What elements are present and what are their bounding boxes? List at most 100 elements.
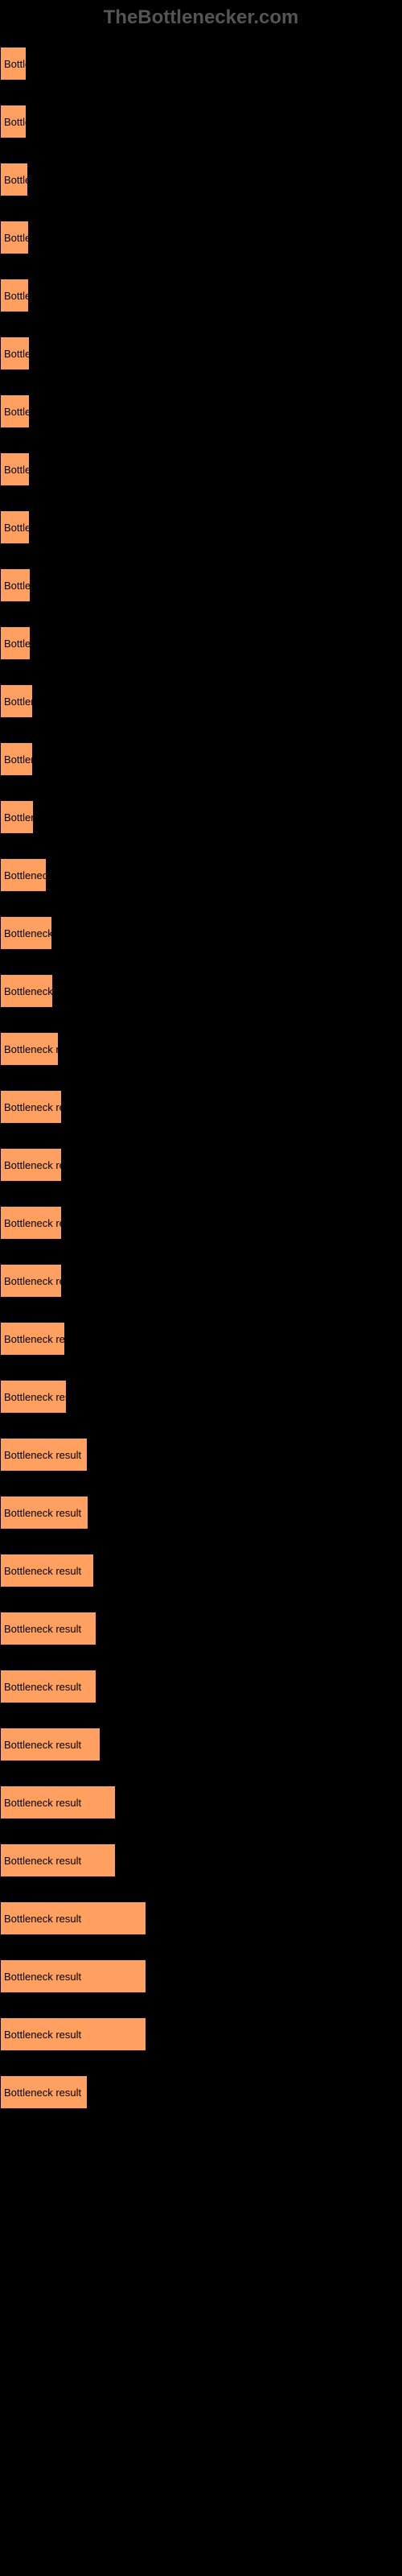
bar-track: Bottleneck result9.3 (0, 684, 386, 718)
row-label: Bottleneck result of Intel Core i9-14900… (0, 1481, 386, 1492)
bar: Bottleneck result (0, 1728, 100, 1761)
row-label: Bottleneck result of Intel Core i9-14900… (0, 496, 386, 507)
bar-track: Bottleneck result 8.1 (0, 221, 386, 254)
value-label: 14.7 (57, 927, 77, 939)
bar-track: Bottleneck result8.3 (0, 394, 386, 428)
bar: Bottleneck result (0, 568, 31, 602)
bar-inner-text: Bottleneck result (1, 464, 29, 476)
bar-track: Bottleneck result14.7 (0, 916, 386, 950)
bar-track: Bottleneck result28.3 (0, 1728, 386, 1761)
bar-track: Bottleneck result24.7 (0, 2075, 386, 2109)
value-label: 9.3 (38, 753, 52, 766)
bar: Bottleneck result (0, 1438, 88, 1472)
row-label: Bottleneck result of Intel Core i9-14900… (0, 1365, 386, 1377)
bar-inner-text: Bottleneck result (1, 1565, 84, 1577)
chart-row: Bottleneck result of Intel Core i9-14900… (0, 786, 386, 834)
bar: Bottleneck result (0, 974, 53, 1008)
row-label: Bottleneck result of Intel Core i9-14900… (0, 264, 386, 275)
chart-row: Bottleneck result of Intel Core i9-14900… (0, 1365, 386, 1414)
bar: Bottleneck result (0, 221, 29, 254)
chart-row: Bottleneck result of Intel Core i9-14900… (0, 670, 386, 718)
bar-inner-text: Bottleneck result (1, 1623, 84, 1635)
row-label: Bottleneck result of Intel Core i9-14900… (0, 1829, 386, 1840)
bar: Bottleneck result (0, 1090, 62, 1124)
chart-container: Bottleneck result of Intel Core i9-14900… (0, 32, 386, 2109)
bar: Bottleneck result (0, 1554, 94, 1587)
bar-inner-text: Bottleneck result (1, 406, 29, 418)
value-label: 18.5 (70, 1333, 90, 1345)
bar-inner-text: Bottleneck result (1, 58, 26, 70)
chart-row: Bottleneck result of Intel Core i9-14900… (0, 1075, 386, 1124)
chart-row: Bottleneck result of Intel Core i9-14900… (0, 1539, 386, 1587)
chart-row: Bottleneck result of Intel Core i9-14900… (0, 728, 386, 776)
bar-inner-text: Bottleneck result (1, 2029, 84, 2041)
row-label: Bottleneck result of Intel Core i9-14900… (0, 1713, 386, 1724)
row-label: Bottleneck result of Intel Core i9-14900… (0, 1191, 386, 1203)
chart-row: Bottleneck result of Intel Core i9-14900… (0, 1307, 386, 1356)
bar-inner-text: Bottleneck result (1, 580, 30, 592)
bar-track: Bottleneck result41.4 (0, 1959, 386, 1993)
bar-track: Bottleneck result 18.5 (0, 1322, 386, 1356)
row-label: Bottleneck result of Intel Core i9-14900… (0, 2003, 386, 2014)
value-label: 41.4 (151, 1971, 171, 1983)
bar-track: Bottleneck result 8.2 (0, 279, 386, 312)
chart-row: Bottleneck result of Intel Core i9-14900… (0, 1423, 386, 1472)
bar: Bottleneck result (0, 394, 30, 428)
chart-row: Bottleneck result of Intel Core i9-14900… (0, 1945, 386, 1993)
bar-inner-text: Bottleneck result (1, 1217, 61, 1229)
chart-row: Bottleneck result of Intel Core i9-14900… (0, 2061, 386, 2109)
bar: Bottleneck result (0, 1843, 116, 1877)
bar-inner-text: Bottleneck result (1, 1797, 84, 1809)
value-label: 8 (33, 174, 39, 186)
bar-track: Bottleneck result26.6 (0, 1554, 386, 1587)
value-label: 17.4 (67, 1101, 87, 1113)
row-label: Bottleneck result of Intel Core i9-14900… (0, 1018, 386, 1029)
chart-row: Bottleneck result of Intel Core i9-14900… (0, 1887, 386, 1935)
row-label: Bottleneck result of Intel Core i9-14900… (0, 148, 386, 159)
value-label: 8.1 (34, 232, 48, 244)
bar-inner-text: Bottleneck result (1, 1739, 84, 1751)
bar: Bottleneck result (0, 684, 33, 718)
bar-track: Bottleneck result32.7 (0, 1785, 386, 1819)
row-label: Bottleneck result of Intel Core i9-14900… (0, 1133, 386, 1145)
bar: Bottleneck result (0, 510, 30, 544)
value-label: 7.4 (31, 58, 46, 70)
bar: Bottleneck result (0, 1496, 88, 1530)
value-label: 24.9 (93, 1507, 113, 1519)
bar-inner-text: Bottleneck result (1, 869, 46, 881)
bar-track: Bottleneck result7.6 (0, 105, 386, 138)
value-label: 13.2 (51, 869, 72, 881)
bar-inner-text: Bottleneck result (1, 1275, 61, 1287)
value-label: 16.6 (64, 1043, 84, 1055)
value-label: 32.7 (121, 1855, 141, 1867)
chart-row: Bottleneck result of Intel Core i9-14900… (0, 264, 386, 312)
bar-inner-text: Bottleneck result (1, 1391, 66, 1403)
bar-inner-text: Bottleneck result (1, 348, 29, 360)
chart-row: Bottleneck result of Intel Core i9-14900… (0, 32, 386, 80)
value-label: 8.3 (35, 348, 49, 360)
bar-inner-text: Bottleneck result (1, 290, 28, 302)
bar-track: Bottleneck result8.6 (0, 568, 386, 602)
bar: Bottleneck result (0, 1322, 65, 1356)
bar-track: Bottleneck result 32.7 (0, 1843, 386, 1877)
bar: Bottleneck result (0, 2075, 88, 2109)
bar-inner-text: Bottleneck result (1, 1507, 84, 1519)
chart-row: Bottleneck result of Intel Core i9-14900… (0, 554, 386, 602)
row-label: Bottleneck result of Intel Core i9-14900… (0, 380, 386, 391)
bar: Bottleneck result (0, 105, 27, 138)
bar-track: Bottleneck result16.6 (0, 1032, 386, 1066)
bar-track: Bottleneck result9.6 (0, 800, 386, 834)
bar: Bottleneck result (0, 452, 30, 486)
bar-track: Bottleneck result 17.4 (0, 1090, 386, 1124)
watermark-text: TheBottlenecker.com (0, 0, 402, 32)
chart-row: Bottleneck result of Intel Core i9-14900… (0, 612, 386, 660)
bar-inner-text: Bottleneck result (1, 811, 33, 824)
bar-track: Bottleneck result 17.4 (0, 1206, 386, 1240)
value-label: 17.4 (67, 1217, 87, 1229)
value-label: 8.2 (34, 290, 48, 302)
bar-inner-text: Bottleneck result (1, 232, 28, 244)
value-label: 17.4 (67, 1159, 87, 1171)
chart-row: Bottleneck result of Intel Core i9-14900… (0, 206, 386, 254)
row-label: Bottleneck result of Intel Core i9-14900… (0, 1249, 386, 1261)
chart-row: Bottleneck result of Intel Core i9-14900… (0, 902, 386, 950)
